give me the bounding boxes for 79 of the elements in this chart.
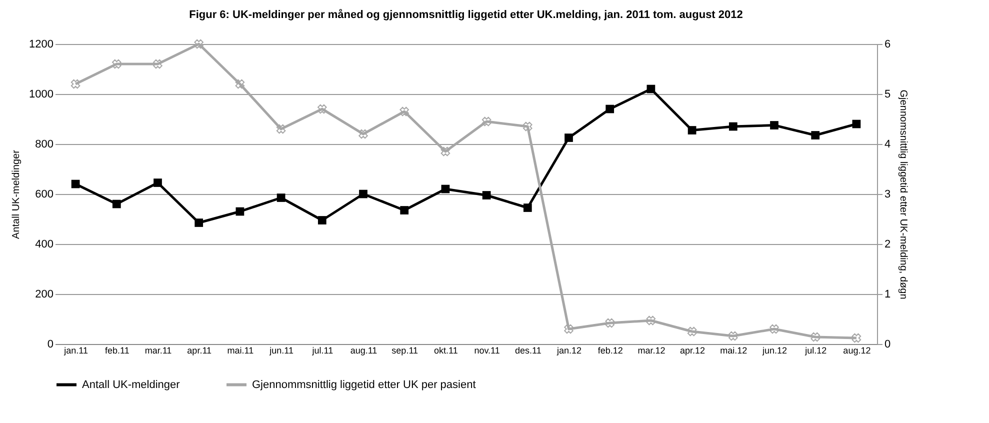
x-tick-label: jun.11 — [268, 346, 294, 356]
point — [770, 324, 779, 334]
y-axis-title: Antall UK-meldinger — [11, 149, 22, 239]
y2-tick-label: 5 — [884, 88, 891, 100]
x-tick-label: jan.12 — [556, 346, 582, 356]
point — [276, 124, 286, 134]
y2-axis-title: Gjennomsnittlig liggetid etter UK-melding, døgn — [898, 90, 909, 300]
point — [482, 116, 492, 126]
y2-tick-label: 0 — [884, 338, 891, 350]
x-tick-label: jul.12 — [804, 346, 827, 356]
point — [482, 191, 491, 200]
x-tick-label: jan.11 — [63, 346, 88, 356]
y-tick-label: 400 — [35, 238, 54, 250]
point — [852, 120, 861, 128]
x-tick-label: mar.12 — [638, 346, 666, 356]
y-tick-label: 200 — [35, 288, 54, 300]
y-tick-label: 1000 — [29, 88, 54, 100]
y-tick-label: 600 — [35, 188, 54, 200]
x-tick-label: jun.12 — [761, 346, 788, 356]
point — [646, 84, 656, 94]
x-tick-label: mai.11 — [227, 346, 254, 356]
point — [605, 318, 614, 328]
y2-tick-label: 6 — [884, 38, 891, 50]
point — [318, 104, 327, 114]
point — [810, 332, 820, 342]
point — [564, 324, 574, 334]
point — [687, 326, 697, 336]
x-tick-label: mar.11 — [144, 346, 172, 356]
y2-tick-label: 3 — [884, 188, 891, 200]
point — [194, 39, 204, 49]
x-tick-label: des.11 — [514, 346, 542, 356]
chart-title: Figur 6: UK-meldinger per måned og gjennomsnittlig liggetid etter UK.melding, jan. 2011 tom. august 2012 — [189, 8, 743, 21]
x-tick-label: mai.12 — [720, 346, 748, 356]
y-tick-label: 1200 — [29, 38, 54, 50]
x-tick-label: nov.11 — [474, 346, 500, 356]
point — [400, 106, 409, 116]
point — [811, 131, 820, 140]
legend-label: Antall UK-meldinger — [82, 378, 180, 391]
point — [235, 79, 245, 89]
point — [194, 218, 204, 227]
point — [646, 316, 656, 326]
point — [852, 333, 862, 343]
point — [606, 104, 614, 114]
point — [359, 190, 368, 198]
y-tick-label: 0 — [47, 338, 54, 350]
x-tick-label: aug.12 — [843, 346, 871, 356]
x-tick-label: sep.11 — [392, 346, 418, 356]
point — [112, 200, 121, 208]
point — [728, 331, 738, 341]
point — [318, 216, 326, 224]
point — [728, 122, 738, 131]
x-tick-label: apr.12 — [680, 346, 706, 356]
y2-tick-label: 2 — [884, 238, 891, 250]
y2-tick-label: 1 — [884, 288, 891, 300]
point — [688, 126, 696, 134]
point — [770, 121, 778, 130]
y-tick-label: 800 — [35, 138, 54, 150]
y2-tick-label: 4 — [884, 138, 891, 150]
x-tick-label: feb.11 — [104, 346, 130, 356]
point — [523, 204, 532, 212]
x-tick-label: okt.11 — [434, 346, 458, 356]
point — [564, 134, 573, 142]
x-tick-label: jul.11 — [311, 346, 334, 356]
point — [236, 207, 244, 216]
x-tick-label: aug.11 — [350, 346, 378, 356]
point — [71, 180, 80, 188]
point — [70, 79, 80, 89]
point — [400, 206, 409, 214]
point — [358, 129, 368, 139]
x-tick-label: apr.11 — [187, 346, 212, 356]
point — [154, 178, 162, 187]
point — [523, 122, 532, 132]
point — [276, 194, 286, 202]
x-tick-label: feb.12 — [598, 346, 623, 356]
point — [440, 146, 450, 156]
point — [153, 59, 162, 69]
point — [441, 184, 450, 194]
legend-label: Gjennommsnittlig liggetid etter UK per pasient — [252, 378, 476, 391]
point — [112, 59, 122, 69]
